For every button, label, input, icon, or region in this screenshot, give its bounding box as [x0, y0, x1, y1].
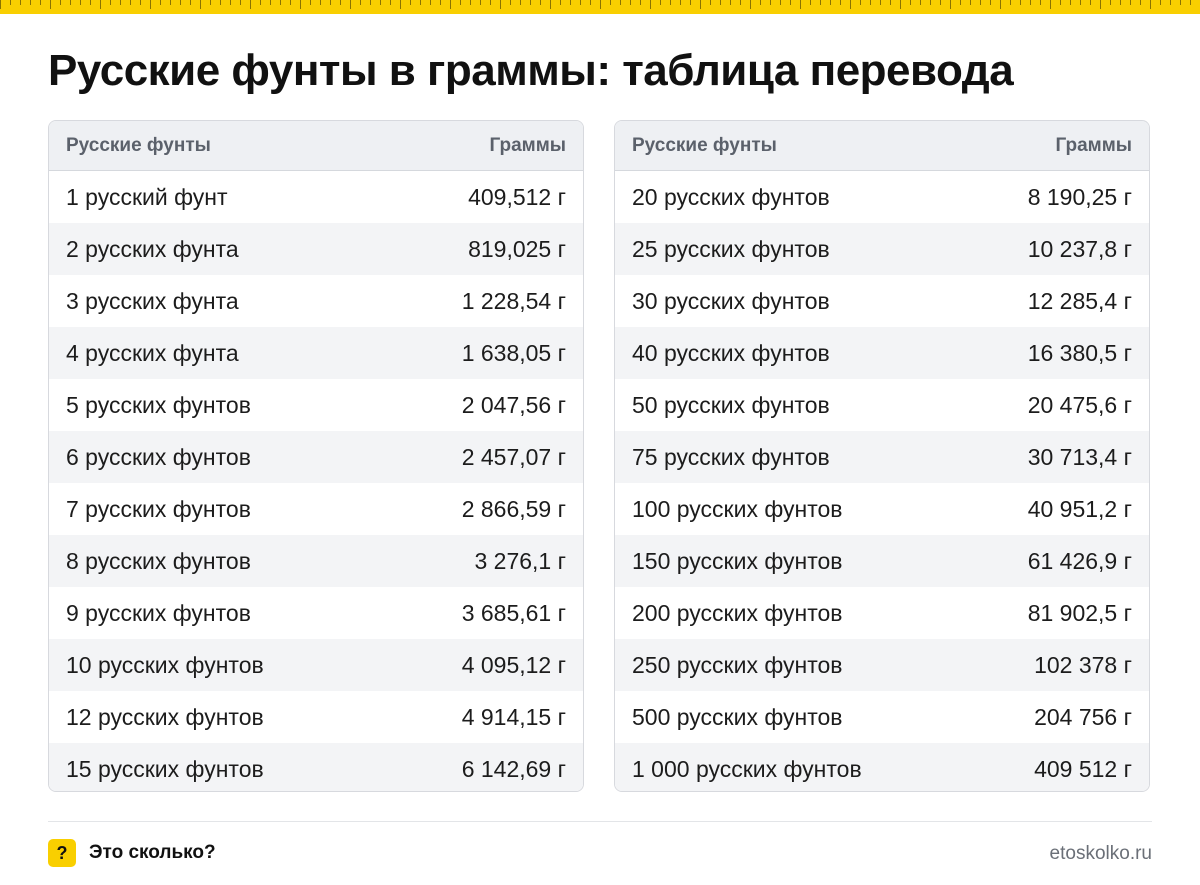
row-value: 1 638,05 г — [461, 339, 566, 366]
table-header: Русские фунты Граммы — [615, 121, 1149, 171]
table-header: Русские фунты Граммы — [49, 121, 583, 171]
row-value: 3 276,1 г — [474, 547, 566, 574]
row-value: 12 285,4 г — [1027, 287, 1132, 314]
row-value: 102 378 г — [1034, 651, 1132, 678]
row-label: 10 русских фунтов — [66, 651, 264, 678]
row-label: 6 русских фунтов — [66, 443, 251, 470]
table-row: 4 русских фунта 1 638,05 г — [49, 327, 583, 379]
row-label: 9 русских фунтов — [66, 599, 251, 626]
row-value: 409 512 г — [1034, 755, 1132, 782]
row-value: 61 426,9 г — [1027, 547, 1132, 574]
conversion-table-left: Русские фунты Граммы 1 русский фунт 409,5… — [48, 120, 584, 792]
table-row: 2 русских фунта 819,025 г — [49, 223, 583, 275]
row-label: 250 русских фунтов — [632, 651, 843, 678]
table-row: 5 русских фунтов 2 047,56 г — [49, 379, 583, 431]
badge-symbol: ? — [56, 842, 68, 863]
row-value: 409,512 г — [468, 183, 566, 210]
header-grams: Граммы — [1055, 134, 1132, 156]
row-label: 40 русских фунтов — [632, 339, 830, 366]
row-label: 2 русских фунта — [66, 235, 239, 262]
row-value: 20 475,6 г — [1027, 391, 1132, 418]
row-label: 100 русских фунтов — [632, 495, 843, 522]
table-row: 15 русских фунтов 6 142,69 г — [49, 743, 583, 791]
row-value: 2 866,59 г — [461, 495, 566, 522]
row-label: 1 русский фунт — [66, 183, 228, 210]
table-row: 7 русских фунтов 2 866,59 г — [49, 483, 583, 535]
row-label: 200 русских фунтов — [632, 599, 843, 626]
table-row: 20 русских фунтов 8 190,25 г — [615, 171, 1149, 223]
row-label: 7 русских фунтов — [66, 495, 251, 522]
row-label: 1 000 русских фунтов — [632, 755, 862, 782]
row-value: 6 142,69 г — [461, 755, 566, 782]
row-value: 30 713,4 г — [1027, 443, 1132, 470]
row-label: 30 русских фунтов — [632, 287, 830, 314]
ruler-strip — [0, 0, 1200, 14]
table-row: 25 русских фунтов 10 237,8 г — [615, 223, 1149, 275]
table-row: 1 000 русских фунтов 409 512 г — [615, 743, 1149, 791]
table-row: 75 русских фунтов 30 713,4 г — [615, 431, 1149, 483]
table-row: 50 русских фунтов 20 475,6 г — [615, 379, 1149, 431]
table-row: 40 русских фунтов 16 380,5 г — [615, 327, 1149, 379]
table-row: 150 русских фунтов 61 426,9 г — [615, 535, 1149, 587]
table-row: 250 русских фунтов 102 378 г — [615, 639, 1149, 691]
row-value: 204 756 г — [1034, 703, 1132, 730]
brand-name: Это сколько? — [89, 842, 216, 863]
table-row: 10 русских фунтов 4 095,12 г — [49, 639, 583, 691]
row-value: 10 237,8 г — [1027, 235, 1132, 262]
footer-divider — [48, 821, 1152, 822]
page-title: Русские фунты в граммы: таблица перевода — [48, 46, 1014, 95]
table-row: 200 русских фунтов 81 902,5 г — [615, 587, 1149, 639]
row-value: 16 380,5 г — [1027, 339, 1132, 366]
row-value: 4 095,12 г — [461, 651, 566, 678]
row-label: 15 русских фунтов — [66, 755, 264, 782]
table-row: 8 русских фунтов 3 276,1 г — [49, 535, 583, 587]
header-pounds: Русские фунты — [66, 134, 211, 156]
row-label: 3 русских фунта — [66, 287, 239, 314]
table-body: 20 русских фунтов 8 190,25 г 25 русских фу… — [615, 171, 1149, 791]
row-value: 2 457,07 г — [461, 443, 566, 470]
table-row: 30 русских фунтов 12 285,4 г — [615, 275, 1149, 327]
question-mark-icon: ? — [48, 839, 76, 867]
row-label: 75 русских фунтов — [632, 443, 830, 470]
row-label: 12 русских фунтов — [66, 703, 264, 730]
table-row: 1 русский фунт 409,512 г — [49, 171, 583, 223]
row-label: 500 русских фунтов — [632, 703, 843, 730]
table-row: 12 русских фунтов 4 914,15 г — [49, 691, 583, 743]
row-label: 4 русских фунта — [66, 339, 239, 366]
row-label: 8 русских фунтов — [66, 547, 251, 574]
row-value: 2 047,56 г — [461, 391, 566, 418]
conversion-table-right: Русские фунты Граммы 20 русских фунтов 8 … — [614, 120, 1150, 792]
row-label: 20 русских фунтов — [632, 183, 830, 210]
row-value: 81 902,5 г — [1027, 599, 1132, 626]
header-grams: Граммы — [489, 134, 566, 156]
table-row: 9 русских фунтов 3 685,61 г — [49, 587, 583, 639]
row-value: 3 685,61 г — [461, 599, 566, 626]
table-row: 6 русских фунтов 2 457,07 г — [49, 431, 583, 483]
row-label: 5 русских фунтов — [66, 391, 251, 418]
table-row: 500 русских фунтов 204 756 г — [615, 691, 1149, 743]
row-value: 40 951,2 г — [1027, 495, 1132, 522]
row-label: 25 русских фунтов — [632, 235, 830, 262]
row-value: 8 190,25 г — [1027, 183, 1132, 210]
table-body: 1 русский фунт 409,512 г 2 русских фунта 81… — [49, 171, 583, 791]
site-link[interactable]: etoskolko.ru — [1049, 843, 1152, 864]
table-row: 3 русских фунта 1 228,54 г — [49, 275, 583, 327]
row-value: 4 914,15 г — [461, 703, 566, 730]
table-row: 100 русских фунтов 40 951,2 г — [615, 483, 1149, 535]
row-label: 50 русских фунтов — [632, 391, 830, 418]
row-label: 150 русских фунтов — [632, 547, 843, 574]
row-value: 1 228,54 г — [461, 287, 566, 314]
header-pounds: Русские фунты — [632, 134, 777, 156]
row-value: 819,025 г — [468, 235, 566, 262]
